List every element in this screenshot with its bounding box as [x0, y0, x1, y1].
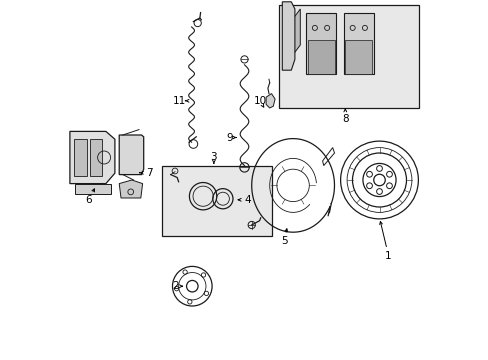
Text: 9: 9 [225, 132, 232, 143]
Text: 7: 7 [145, 168, 152, 178]
Polygon shape [119, 135, 143, 175]
Polygon shape [282, 2, 294, 70]
Polygon shape [89, 139, 102, 176]
Text: 4: 4 [244, 195, 251, 205]
Polygon shape [345, 40, 371, 74]
Polygon shape [343, 13, 373, 74]
Polygon shape [70, 131, 115, 184]
Polygon shape [119, 180, 142, 198]
Bar [162, 166, 271, 236]
Text: 10: 10 [253, 96, 266, 106]
Text: 2: 2 [172, 281, 178, 291]
Polygon shape [305, 13, 336, 74]
Bar [278, 5, 418, 108]
Polygon shape [74, 139, 87, 176]
Text: 5: 5 [280, 236, 287, 246]
Polygon shape [75, 184, 111, 194]
Polygon shape [307, 40, 334, 74]
Text: 3: 3 [210, 152, 217, 162]
Text: 6: 6 [85, 195, 92, 205]
Text: 1: 1 [385, 251, 391, 261]
Polygon shape [265, 94, 275, 108]
Text: 8: 8 [341, 114, 348, 124]
Text: 11: 11 [172, 96, 185, 106]
Polygon shape [289, 9, 300, 59]
